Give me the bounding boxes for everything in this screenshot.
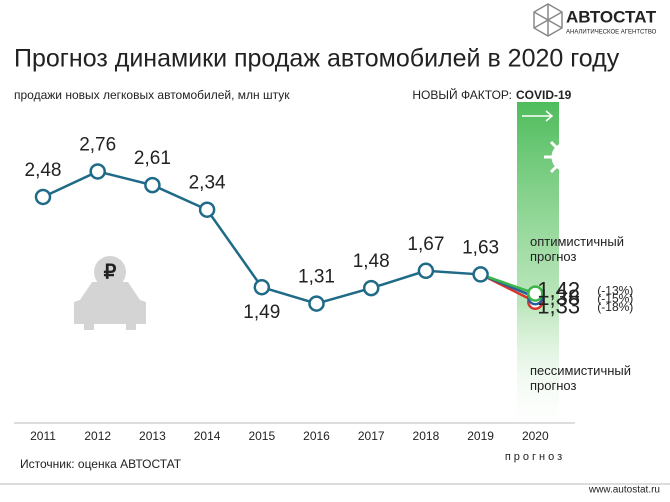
- x-tick-label: 2020: [522, 429, 549, 443]
- virus-icon: [544, 135, 588, 179]
- chart-title: Прогноз динамики продаж автомобилей в 20…: [14, 45, 620, 73]
- value-label: 1,48: [353, 251, 390, 272]
- brand-name: АВТОСТАТ: [566, 7, 657, 26]
- x-tick-label: 2016: [303, 429, 330, 443]
- value-label: 1,63: [462, 237, 499, 258]
- value-label: 2,48: [25, 160, 62, 181]
- value-label: 2,61: [134, 148, 171, 169]
- point: [144, 176, 161, 194]
- change-label: (-15%): [597, 291, 633, 305]
- x-tick-label: 2018: [413, 429, 440, 443]
- point: [89, 163, 106, 180]
- x-tick-label: 2014: [194, 429, 221, 443]
- line: [480, 273, 536, 295]
- value-label: 1,31: [298, 267, 335, 288]
- factor-name: COVID-19: [516, 88, 572, 102]
- value-label: 1,49: [243, 302, 280, 323]
- x-tick-label: 2019: [467, 429, 494, 443]
- change-label: (-18%): [597, 300, 633, 314]
- point: [527, 285, 544, 302]
- point: [362, 279, 380, 297]
- x-tick-label: 2015: [248, 429, 275, 443]
- car-icon: ₽: [74, 256, 146, 330]
- point: [34, 188, 52, 206]
- point: [417, 262, 435, 280]
- arrow-icon: [522, 110, 554, 122]
- point: [198, 201, 216, 218]
- change-label: (-13%): [597, 284, 633, 298]
- value-label: 1,33: [537, 294, 580, 319]
- x-tick-label: 2012: [84, 429, 111, 443]
- brand-tagline: АНАЛИТИЧЕСКОЕ АГЕНТСТВО: [566, 30, 657, 36]
- svg-text:₽: ₽: [104, 261, 117, 283]
- legend-label: оптимистичный прогноз: [530, 234, 624, 264]
- website: www.autostat.ru: [588, 485, 660, 496]
- value-label: 1,67: [407, 234, 444, 255]
- factor-label: НОВЫЙ ФАКТОР:: [412, 87, 512, 102]
- x-tick-label: 2011: [30, 429, 56, 443]
- point: [308, 295, 325, 312]
- value-label: 2,76: [79, 134, 116, 155]
- value-label: 2,34: [189, 173, 226, 194]
- x-tick-label: 2017: [358, 429, 385, 443]
- point: [253, 278, 271, 296]
- subtitle: продажи новых легковых автомобилей, млн …: [14, 88, 290, 102]
- x-tick-label: 2013: [139, 429, 166, 443]
- value-label: 1,42: [537, 277, 580, 302]
- legend-label: пессимистичный прогноз: [530, 363, 631, 393]
- value-label: 1,38: [537, 285, 580, 310]
- point: [472, 266, 489, 283]
- forecast-label: прогноз: [505, 451, 565, 463]
- logo-icon: [533, 3, 563, 37]
- source: Источник: оценка АВТОСТАТ: [20, 457, 182, 471]
